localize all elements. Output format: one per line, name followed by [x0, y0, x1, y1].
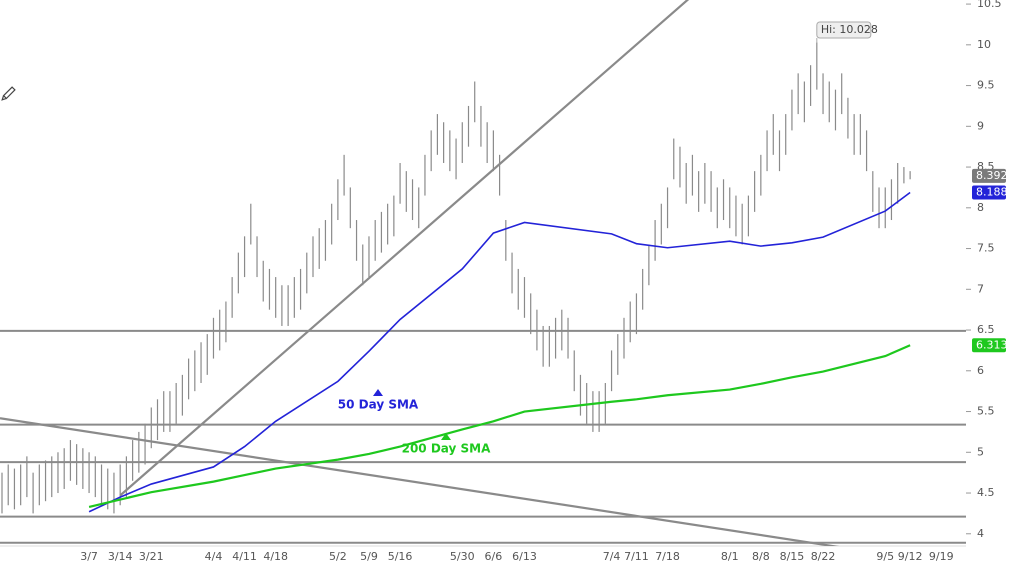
x-tick-label: 4/4 — [205, 550, 223, 563]
x-tick-label: 4/11 — [232, 550, 257, 563]
y-tick-label: 8 — [977, 201, 984, 214]
x-tick-label: 3/14 — [108, 550, 133, 563]
y-tick-label: 5 — [977, 445, 984, 458]
x-tick-label: 7/18 — [655, 550, 680, 563]
y-tick-label: 9 — [977, 119, 984, 132]
x-tick-label: 3/21 — [139, 550, 164, 563]
x-tick-label: 5/9 — [360, 550, 378, 563]
x-tick-label: 7/4 — [603, 550, 621, 563]
annotation-box — [816, 21, 872, 39]
y-tick-label: 4.5 — [977, 486, 995, 499]
y-tick-label: 4 — [977, 527, 984, 540]
x-tick-label: 4/18 — [263, 550, 288, 563]
y-tick-label: 5.5 — [977, 405, 995, 418]
x-tick-label: 8/8 — [752, 550, 770, 563]
y-tick-label: 10 — [977, 38, 991, 51]
x-tick-label: 3/7 — [80, 550, 98, 563]
annotation-marker — [441, 433, 451, 440]
value-badge — [972, 338, 1006, 353]
x-tick-label: 8/15 — [780, 550, 805, 563]
x-tick-label: 5/30 — [450, 550, 475, 563]
x-tick-label: 5/16 — [388, 550, 413, 563]
sma-line — [88, 191, 911, 513]
annotation: 200 Day SMA — [402, 442, 492, 456]
y-tick-label: 6 — [977, 364, 984, 377]
value-badge-text: 8.392 — [976, 169, 1008, 182]
annotation-marker — [373, 389, 383, 396]
y-tick-label: 6.5 — [977, 323, 995, 336]
annotation: Hi: 10.028 — [821, 23, 878, 36]
value-badge-text: 8.188 — [976, 185, 1008, 198]
value-badge — [972, 168, 1006, 183]
x-tick-label: 7/11 — [624, 550, 649, 563]
x-tick-label: 9/5 — [876, 550, 894, 563]
plot-area — [0, 0, 966, 546]
y-tick-label: 7 — [977, 282, 984, 295]
x-tick-label: 9/19 — [929, 550, 954, 563]
trend-line — [0, 417, 840, 546]
y-tick-label: 10.5 — [977, 0, 1002, 10]
x-tick-label: 5/2 — [329, 550, 347, 563]
x-tick-label: 8/22 — [811, 550, 836, 563]
x-tick-label: 6/13 — [512, 550, 537, 563]
y-tick-label: 7.5 — [977, 242, 995, 255]
y-tick-label: 9.5 — [977, 79, 995, 92]
x-tick-label: 6/6 — [485, 550, 503, 563]
value-badge-text: 6.313 — [976, 338, 1008, 351]
pencil-icon[interactable] — [1, 86, 16, 101]
trend-line — [119, 0, 690, 497]
x-tick-label: 9/12 — [898, 550, 923, 563]
value-badge — [972, 185, 1006, 200]
sma-line — [88, 344, 911, 508]
x-tick-label: 8/1 — [721, 550, 739, 563]
annotation: 50 Day SMA — [338, 398, 419, 412]
